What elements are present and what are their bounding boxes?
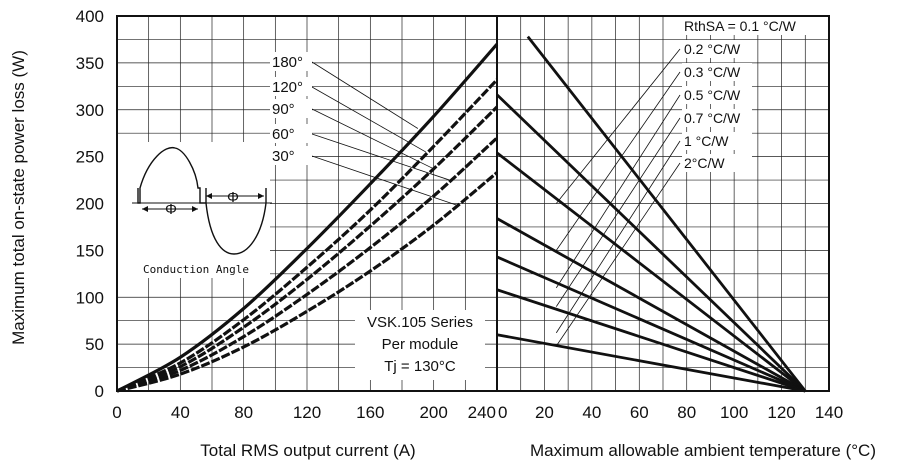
right-plot-frame [496, 15, 830, 392]
y-axis-title: Maximum total on-state power loss (W) [9, 50, 28, 345]
series-line-3 [116, 136, 499, 393]
rth-leader-line [555, 71, 681, 251]
rth-label-bg [682, 63, 752, 81]
rth-label-bg [682, 86, 752, 104]
arrowhead-right-b [258, 193, 264, 199]
rth-label-bg [682, 109, 752, 127]
conduction-angle-inset: Φ Φ Conduction Angle [116, 142, 272, 278]
rth-line-1 [496, 93, 807, 393]
rth-label-6: 2°C/W [684, 155, 725, 171]
right-grid [497, 16, 829, 391]
rth-label-0: RthSA = 0.1 °C/W [684, 18, 797, 34]
phi-label-right: Φ [227, 189, 239, 206]
angle-label-4: 30° [272, 148, 295, 165]
series-line-4 [116, 171, 499, 393]
rth-label-1: 0.2 °C/W [684, 41, 741, 57]
series-info-bg [355, 310, 485, 380]
conduction-angle-label: Conduction Angle [143, 263, 249, 276]
rth-label-5: 1 °C/W [684, 133, 729, 149]
x-tick-label-left: 0 [112, 403, 121, 422]
x-tick-label-left: 40 [171, 403, 190, 422]
angle-label-bg [270, 52, 312, 71]
x-tick-label-right: 140 [815, 403, 843, 422]
angle-label-0: 180° [272, 54, 303, 71]
x-tick-label-right: 20 [535, 403, 554, 422]
x-tick-label-left: 120 [293, 403, 321, 422]
series-line-2 [116, 105, 499, 393]
y-tick-label: 150 [76, 241, 104, 260]
arrowhead-left-b [192, 206, 198, 212]
y-tick-label: 100 [76, 288, 104, 307]
x-tick-label-right: 120 [767, 403, 795, 422]
y-tick-label: 350 [76, 54, 104, 73]
series-info-line-0: VSK.105 Series [367, 314, 473, 331]
rth-leader-line [555, 140, 681, 334]
angle-label-bg [270, 99, 312, 118]
rth-leader-line [555, 117, 681, 307]
x-tick-label-left: 200 [419, 403, 447, 422]
x-tick-label-right: 0 [498, 403, 507, 422]
angle-leader-line [311, 86, 426, 153]
phi-label-left: Φ [165, 201, 177, 218]
left-series [116, 43, 499, 393]
x-axis-title-right: Maximum allowable ambient temperature (°… [530, 441, 876, 460]
x-tick-label-left: 160 [356, 403, 384, 422]
series-info-line-2: Tj = 130°C [384, 358, 456, 375]
rth-line-6 [496, 333, 806, 393]
x-tick-label-left: 80 [234, 403, 253, 422]
rth-line-4 [496, 255, 806, 393]
angle-label-bg [270, 124, 312, 143]
angle-leader-line [311, 155, 458, 206]
rth-leader-line [555, 162, 681, 347]
x-tick-label-right: 60 [630, 403, 649, 422]
x-tick-label-left: 240 [468, 403, 496, 422]
y-tick-label: 200 [76, 195, 104, 214]
x-tick-label-right: 40 [582, 403, 601, 422]
series-line-1 [116, 78, 499, 393]
y-tick-label: 50 [85, 335, 104, 354]
x-tick-label-right: 100 [720, 403, 748, 422]
plot-frames [116, 15, 830, 392]
leader-lines [311, 48, 681, 347]
x-tick-label-right: 80 [677, 403, 696, 422]
angle-leader-line [311, 61, 419, 129]
rth-label-2: 0.3 °C/W [684, 64, 741, 80]
rth-leader-line [555, 94, 681, 289]
rth-line-3 [496, 217, 806, 393]
y-tick-label: 0 [95, 382, 104, 401]
rth-line-5 [496, 288, 806, 393]
series-line-0 [116, 43, 499, 393]
right-series [496, 35, 807, 393]
rth-label-4: 0.7 °C/W [684, 110, 741, 126]
angle-leader-line [311, 108, 434, 170]
series-info-line-1: Per module [382, 336, 459, 353]
y-tick-label: 250 [76, 148, 104, 167]
arrowhead-right-a [206, 193, 212, 199]
rth-label-bg [682, 132, 752, 150]
x-axis-title-left: Total RMS output current (A) [200, 441, 415, 460]
angle-leader-line [311, 133, 450, 181]
rth-label-3: 0.5 °C/W [684, 87, 741, 103]
rth-line-0 [526, 35, 807, 392]
rth-line-2 [496, 151, 807, 393]
angle-label-bg [270, 146, 312, 165]
annotation-labels: Total RMS output current (A) Maximum allo… [9, 17, 876, 460]
rth-label-bg [682, 154, 752, 172]
angle-label-bg [270, 77, 312, 96]
angle-label-2: 90° [272, 101, 295, 118]
rth-label-bg [682, 17, 818, 35]
angle-label-1: 120° [272, 79, 303, 96]
rth-leader-line [555, 48, 681, 204]
angle-label-3: 60° [272, 126, 295, 143]
y-tick-label: 300 [76, 101, 104, 120]
y-tick-label: 400 [76, 7, 104, 26]
rth-label-bg [682, 40, 752, 58]
arrowhead-left-a [142, 206, 148, 212]
